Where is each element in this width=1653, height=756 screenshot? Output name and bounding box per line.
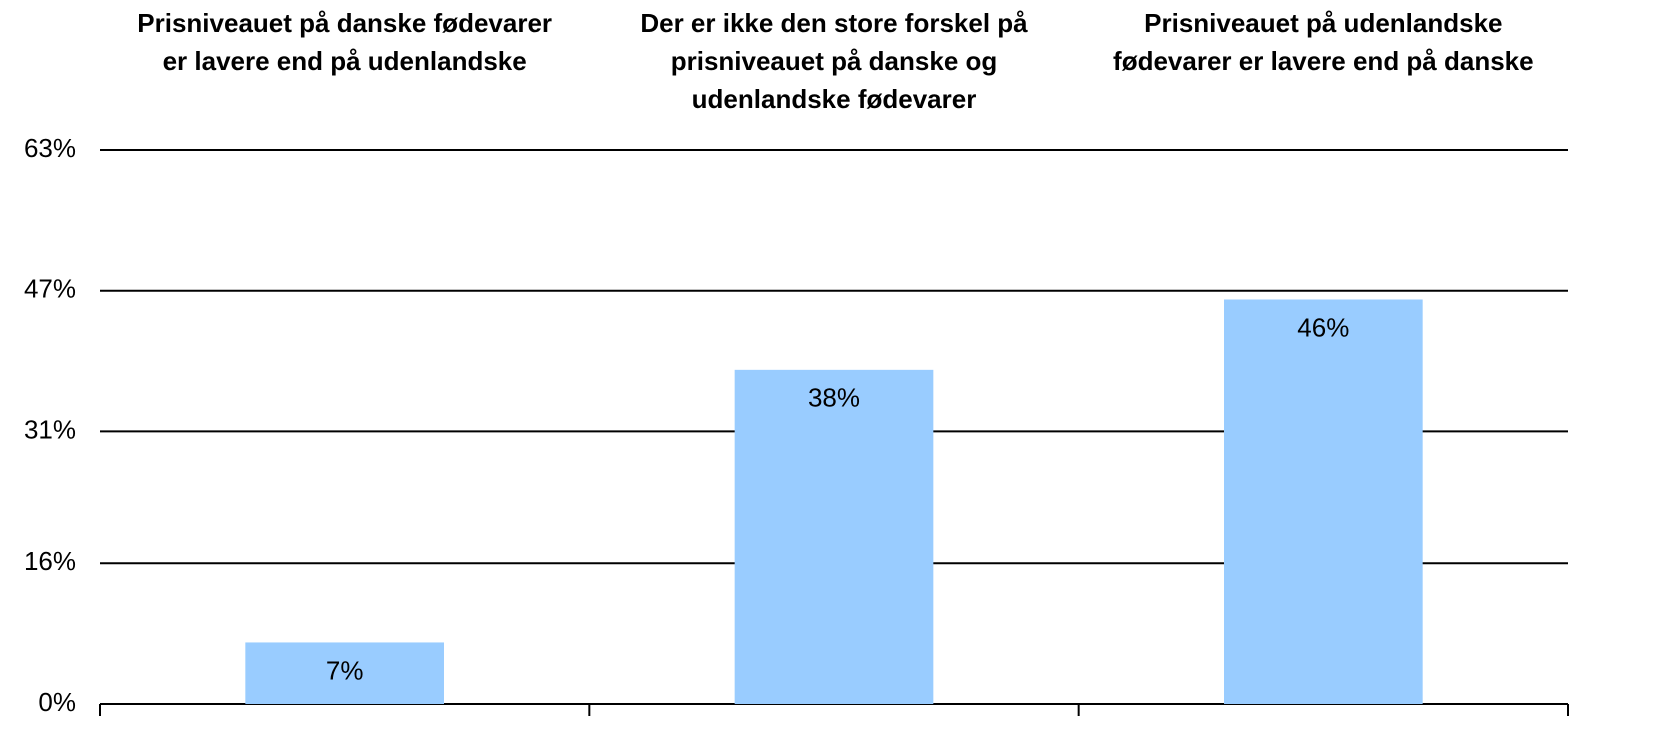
y-tick-label: 0% [38,687,76,717]
y-tick-label: 47% [24,274,76,304]
y-tick-label: 16% [24,546,76,576]
bar [1223,299,1423,704]
bar [245,642,445,704]
category-label: Prisniveauet på danske fødevarer er lave… [137,8,553,76]
data-label: 46% [1297,312,1349,342]
data-label: 38% [808,383,860,413]
category-label: Prisniveauet på udenlandske fødevarer er… [1113,8,1534,76]
bar [734,369,934,704]
category-label: Der er ikke den store forskel på prisniv… [640,8,1028,114]
data-label: 7% [326,655,364,685]
y-tick-label: 31% [24,414,76,444]
y-tick-label: 63% [24,133,76,163]
